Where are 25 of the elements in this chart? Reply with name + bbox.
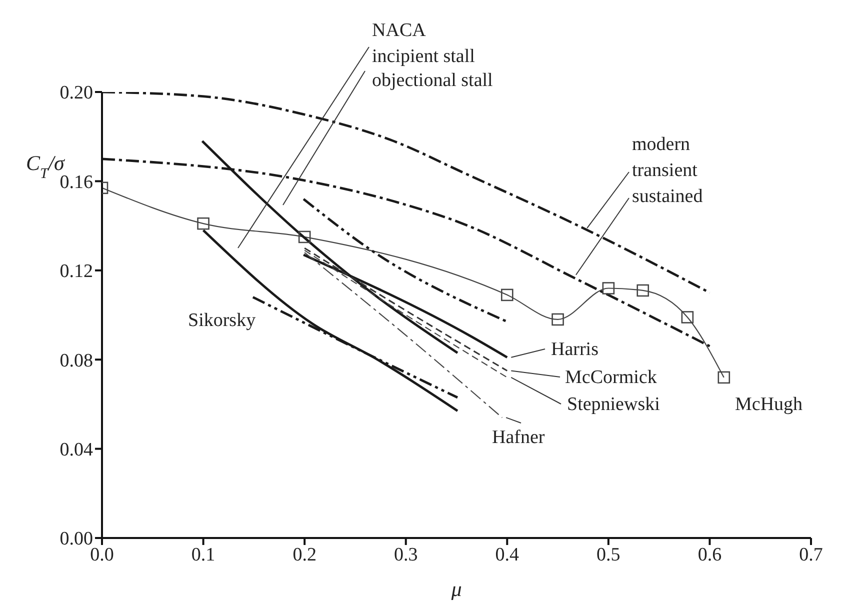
x-tick-label: 0.7 <box>799 544 823 566</box>
text: NACA <box>372 20 426 41</box>
annotation: modern <box>632 134 691 155</box>
x-tick-label: 0.4 <box>495 544 520 566</box>
y-tick-label: 0.12 <box>60 261 93 282</box>
x-tick-label: 0.0 <box>90 544 114 566</box>
annotation: Hafner <box>492 427 546 448</box>
annotation: sustained <box>632 186 704 207</box>
y-tick-label: 0.08 <box>60 350 93 372</box>
annotation: Sikorsky <box>188 310 256 331</box>
x-tick-label: 0.6 <box>698 544 722 566</box>
x-tick-label: 0.2 <box>292 544 316 566</box>
annotation: McHugh <box>735 394 804 415</box>
y-tick-label: 0.04 <box>60 440 94 461</box>
annotation: Stepniewski <box>567 394 660 415</box>
x-tick-label: 0.1 <box>191 544 216 566</box>
annotation: McCormick <box>565 367 658 388</box>
y-tick-label: 0.00 <box>60 528 93 550</box>
annotation: Harris <box>551 339 598 360</box>
annotation: transient <box>632 160 698 181</box>
text: incipient stall <box>372 46 475 67</box>
text: objectional stall <box>372 70 493 91</box>
x-tick-label: 0.5 <box>596 544 620 566</box>
y-tick-label: 0.20 <box>60 82 93 104</box>
x-tick-label: 0.3 <box>394 544 418 566</box>
